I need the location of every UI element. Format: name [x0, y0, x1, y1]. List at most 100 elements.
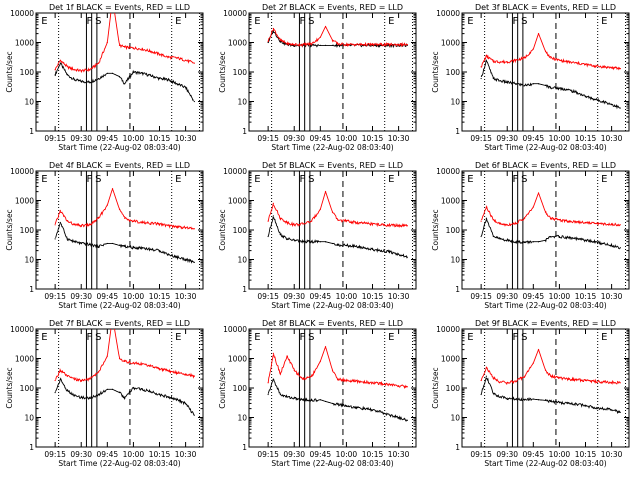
data-point	[532, 83, 534, 85]
data-point	[398, 385, 400, 387]
data-point	[89, 243, 91, 246]
series-events	[54, 377, 195, 416]
panel-title: Det 5f BLACK = Events, RED = LLD	[262, 161, 403, 170]
data-point	[89, 378, 91, 380]
data-point	[311, 220, 313, 222]
y-tick-label: 100	[233, 384, 248, 393]
data-point	[492, 60, 494, 62]
y-tick-label: 1000	[228, 39, 247, 48]
data-point	[380, 224, 382, 226]
data-point	[158, 250, 161, 252]
x-tick-label: 09:30	[70, 134, 92, 143]
data-point	[89, 81, 91, 83]
y-tick-label: 100	[20, 226, 35, 235]
data-point	[59, 221, 61, 224]
panel-4: Det 4f BLACK = Events, RED = LLD 1 10 100 10…	[5, 161, 204, 310]
data-point	[550, 217, 552, 219]
data-point	[167, 56, 169, 58]
data-point	[272, 215, 274, 217]
data-point	[54, 69, 56, 71]
x-tick-label: 10:00	[336, 450, 358, 459]
data-point	[106, 41, 108, 44]
data-point	[485, 206, 487, 208]
data-point	[293, 397, 295, 399]
data-point	[558, 87, 561, 89]
series-line	[481, 192, 620, 227]
series-events	[267, 378, 408, 422]
panel-3: Det 3f BLACK = Events, RED = LLD 1 10 100 10…	[431, 3, 630, 152]
series-line	[55, 223, 195, 264]
data-point	[584, 379, 587, 382]
x-tick-label: 09:15	[470, 292, 492, 301]
x-tick-label: 09:15	[257, 292, 279, 301]
data-point	[286, 396, 288, 398]
y-tick-label: 1	[455, 127, 460, 136]
data-point	[324, 44, 327, 46]
data-point	[345, 220, 348, 222]
series-line	[480, 377, 621, 415]
interval-marker: S	[521, 16, 527, 27]
data-point	[576, 221, 578, 223]
data-point	[576, 379, 578, 381]
data-point	[576, 92, 578, 94]
series-line	[55, 329, 195, 383]
data-point	[158, 77, 161, 80]
x-tick-label: 09:45	[310, 450, 332, 459]
y-tick-label: 10	[450, 256, 460, 265]
data-point	[150, 248, 152, 250]
data-point	[302, 43, 304, 46]
x-tick-label: 09:45	[523, 134, 545, 143]
y-axis-label: Counts/sec	[218, 367, 227, 408]
data-point	[550, 86, 552, 89]
x-tick-label: 10:30	[175, 134, 197, 143]
y-tick-label: 1	[29, 443, 34, 452]
series-lld	[267, 345, 408, 389]
data-point	[363, 381, 365, 383]
data-point	[584, 239, 587, 241]
data-point	[398, 253, 400, 255]
data-point	[567, 378, 569, 380]
data-point	[54, 379, 56, 382]
data-point	[193, 100, 195, 103]
y-tick-label: 10	[24, 414, 34, 423]
y-tick-label: 10	[450, 414, 460, 423]
x-tick-label: 09:45	[523, 450, 545, 459]
data-point	[576, 62, 578, 64]
x-tick-label: 10:15	[149, 134, 171, 143]
x-tick-label: 10:15	[149, 292, 171, 301]
interval-marker: E	[254, 332, 260, 343]
x-tick-label: 10:30	[175, 450, 197, 459]
data-point	[106, 204, 108, 206]
data-point	[485, 59, 487, 61]
data-point	[371, 248, 374, 250]
data-point	[345, 244, 348, 247]
data-point	[506, 224, 508, 226]
data-point	[158, 223, 161, 225]
x-tick-label: 10:00	[123, 292, 145, 301]
data-point	[141, 72, 143, 74]
x-tick-label: 09:30	[496, 292, 518, 301]
x-tick-label: 09:30	[496, 450, 518, 459]
panel-title: Det 9f BLACK = Events, RED = LLD	[475, 319, 616, 328]
data-point	[363, 247, 365, 249]
data-point	[54, 391, 56, 394]
series-events	[480, 59, 621, 110]
plot-frame	[461, 170, 630, 290]
data-point	[515, 59, 517, 61]
data-point	[550, 235, 552, 238]
series-events	[480, 217, 621, 250]
data-point	[532, 48, 534, 50]
y-tick-label: 1000	[228, 197, 247, 206]
data-point	[558, 219, 561, 221]
data-point	[111, 188, 114, 190]
data-point	[406, 43, 408, 46]
data-point	[331, 242, 334, 245]
series-line	[480, 348, 621, 386]
x-tick-label: 10:30	[601, 450, 623, 459]
data-point	[176, 226, 178, 228]
panel-2: Det 2f BLACK = Events, RED = LLD 1 10 100 10…	[218, 3, 417, 152]
data-point	[66, 74, 68, 76]
data-point	[302, 223, 304, 225]
x-tick-label: 10:30	[388, 134, 410, 143]
data-point	[185, 86, 187, 89]
